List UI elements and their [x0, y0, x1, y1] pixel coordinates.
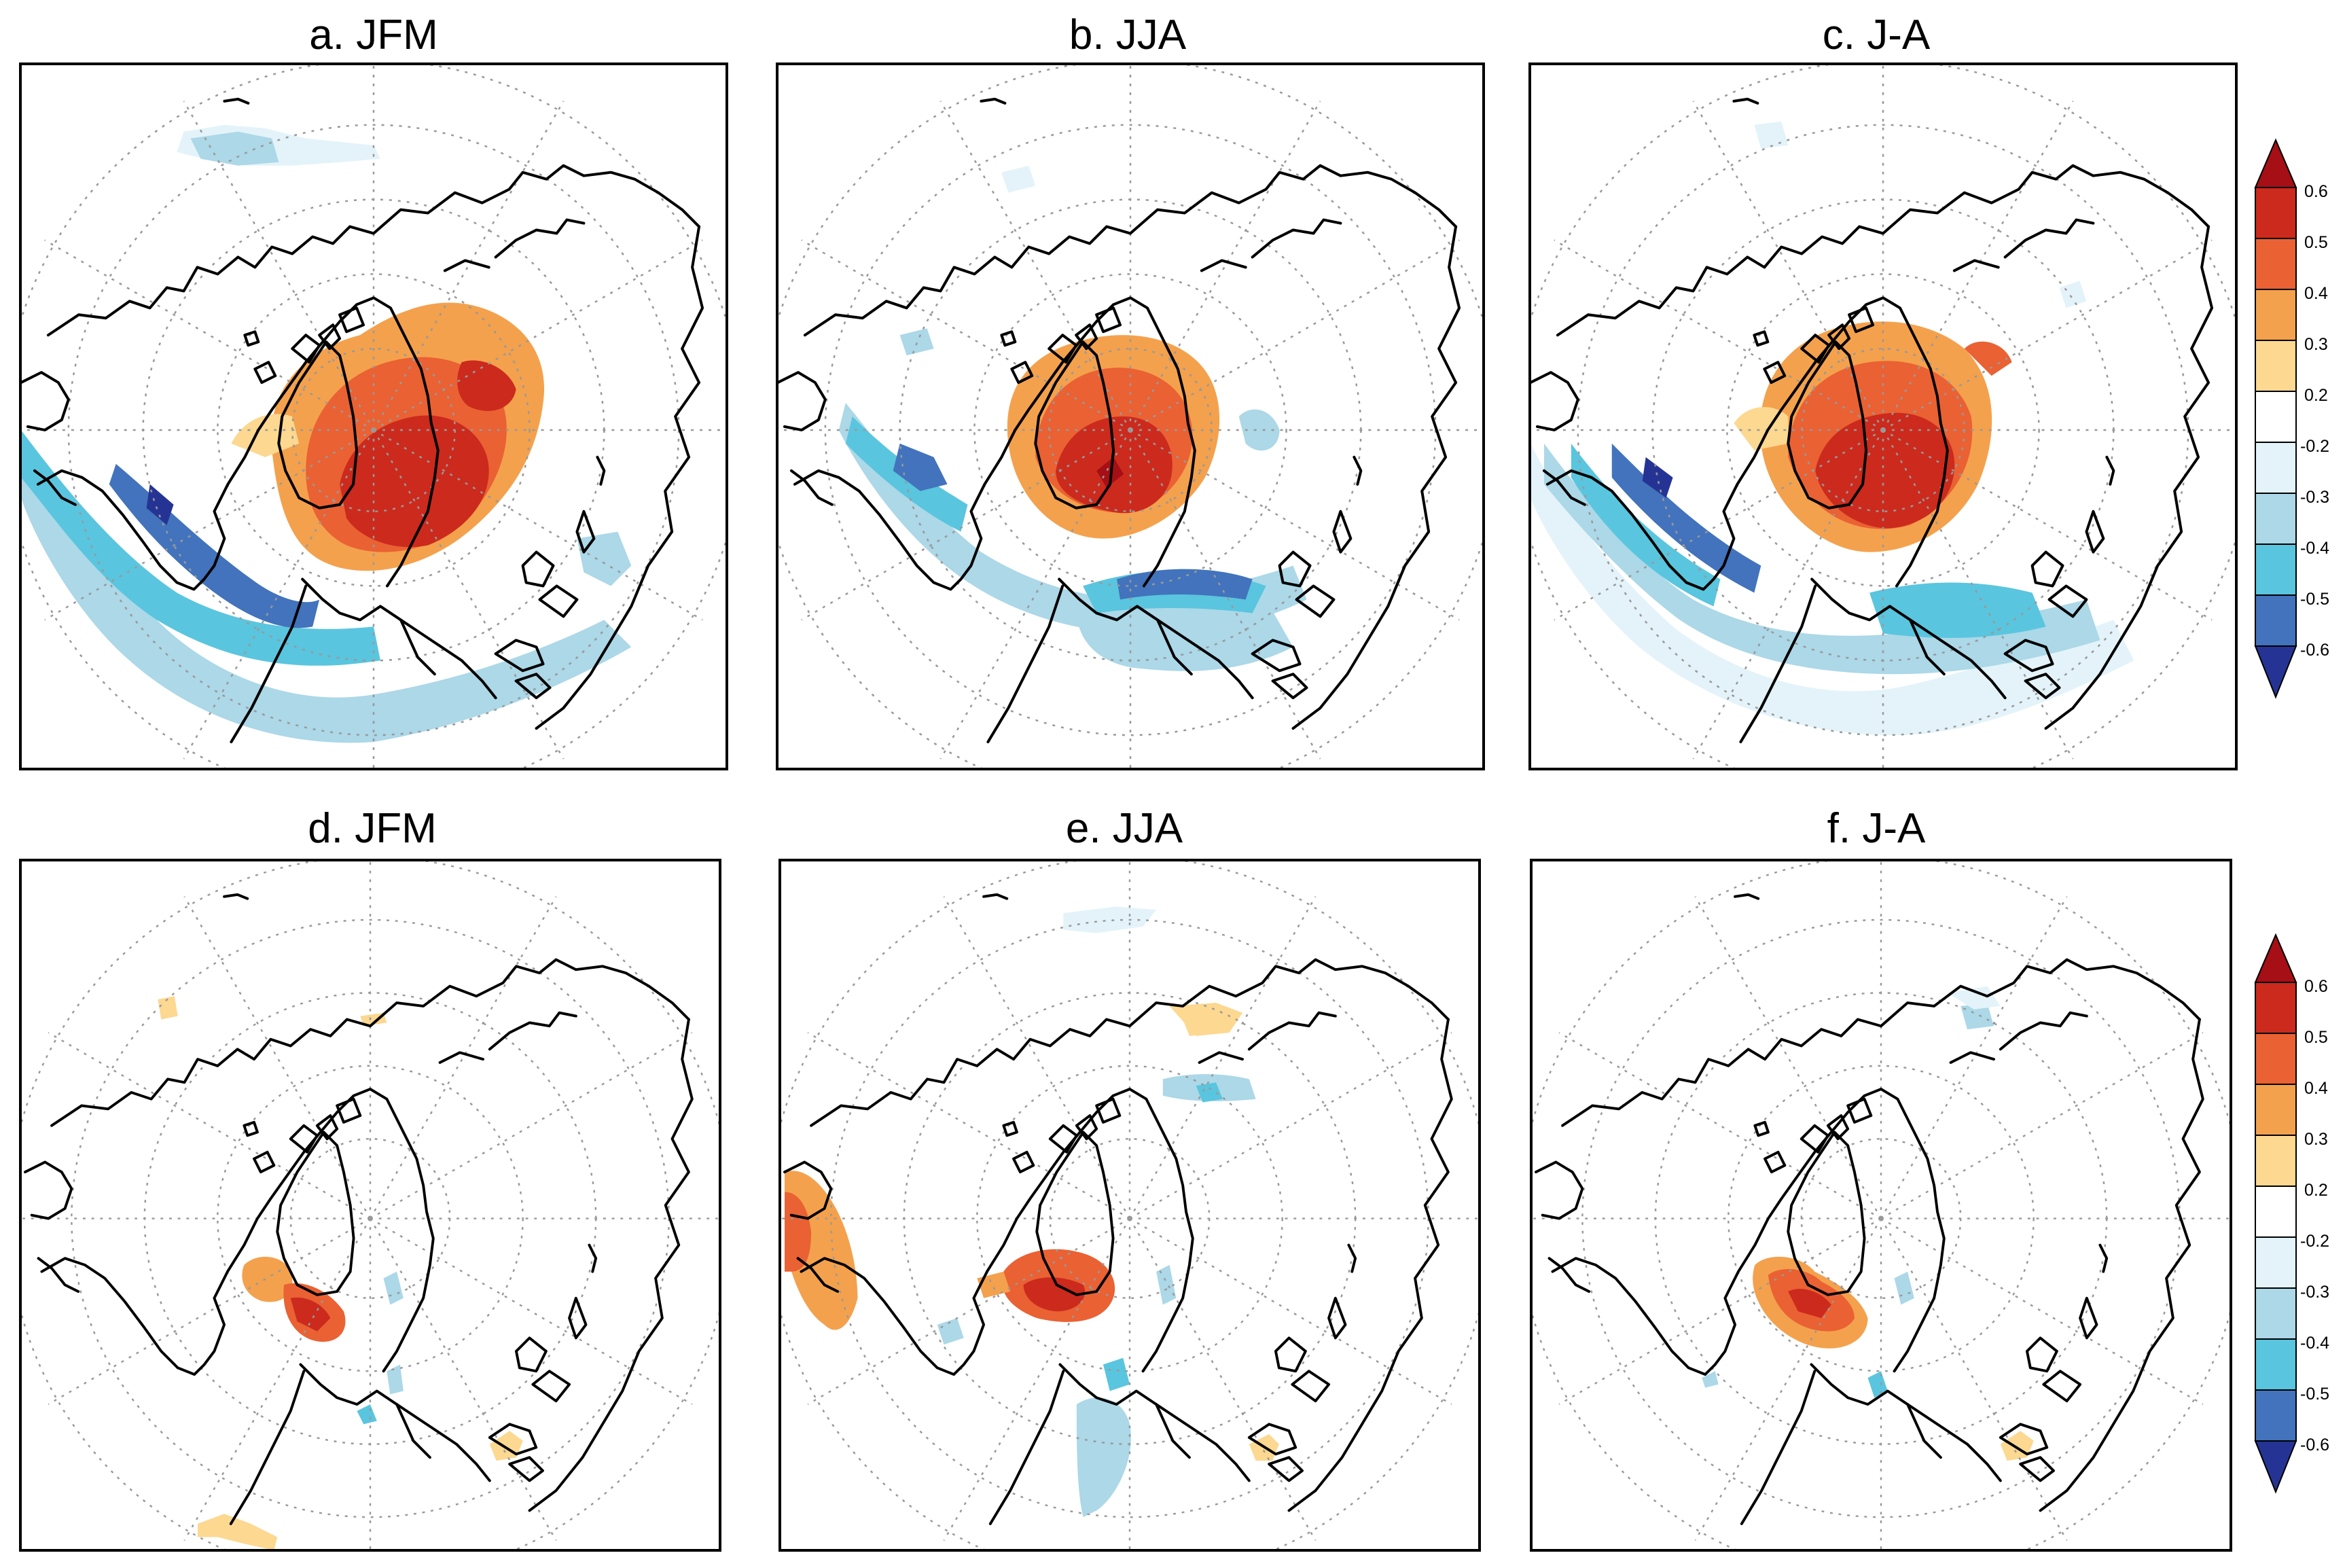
colorbar-bottom-label-8: -0.5 [2300, 1385, 2329, 1404]
colorbar-bottom-label-5: -0.2 [2300, 1232, 2329, 1251]
panel-d-map [20, 860, 720, 1550]
colorbar-top-label-4: 0.2 [2304, 386, 2328, 405]
panel-a: a. JFM [19, 12, 728, 770]
panel-e-title: e. JJA [1066, 805, 1183, 852]
panel-b-frame [776, 63, 1485, 770]
colorbar-bottom-label-7: -0.4 [2300, 1334, 2329, 1353]
colorbar-bottom-label-3: 0.3 [2304, 1130, 2328, 1149]
colorbar-top-label-9: -0.6 [2300, 641, 2329, 660]
panel-b-map [777, 64, 1484, 769]
panel-c-map [1530, 64, 2236, 769]
colorbar-top-label-2: 0.4 [2304, 284, 2328, 303]
colorbar-top-label-8: -0.5 [2300, 590, 2329, 609]
colorbar-bottom-labels: 0.6 0.5 0.4 0.3 0.2 -0.2 -0.3 -0.4 -0.5 … [2300, 977, 2329, 1455]
colorbar-top-swatches [2255, 139, 2297, 698]
panel-e-map [780, 860, 1480, 1550]
colorbar-top-label-1: 0.5 [2304, 233, 2328, 252]
panel-d: d. JFM [19, 805, 721, 1552]
colorbar-bottom-label-1: 0.5 [2304, 1028, 2328, 1047]
panel-f: f. J-A [1530, 805, 2232, 1552]
panel-f-map [1531, 860, 2231, 1550]
colorbar-bottom-label-6: -0.3 [2300, 1283, 2329, 1302]
colorbar-bottom-swatches [2255, 934, 2297, 1493]
panel-b-title: b. JJA [1069, 12, 1187, 58]
colorbar-top-labels: 0.6 0.5 0.4 0.3 0.2 -0.2 -0.3 -0.4 -0.5 … [2300, 182, 2329, 660]
colorbar-top-label-0: 0.6 [2304, 182, 2328, 201]
colorbar-top-label-3: 0.3 [2304, 335, 2328, 354]
panel-a-map [20, 64, 727, 769]
colorbar-bottom-label-9: -0.6 [2300, 1436, 2329, 1455]
colorbar-top-label-5: -0.2 [2300, 437, 2329, 456]
panel-e: e. JJA [778, 805, 1481, 1552]
panel-c-frame [1528, 63, 2238, 770]
panel-f-frame [1530, 859, 2232, 1552]
panel-f-title: f. J-A [1827, 805, 1926, 852]
panel-d-title: d. JFM [308, 805, 436, 852]
panel-c-title: c. J-A [1823, 12, 1931, 58]
panel-c: c. J-A [1528, 12, 2238, 770]
panel-b: b. JJA [776, 12, 1485, 770]
colorbar-top-label-7: -0.4 [2300, 539, 2329, 558]
panel-d-frame [19, 859, 721, 1552]
colorbar-top: 0.6 0.5 0.4 0.3 0.2 -0.2 -0.3 -0.4 -0.5 … [2255, 139, 2329, 698]
panel-a-frame [19, 63, 728, 770]
colorbar-bottom: 0.6 0.5 0.4 0.3 0.2 -0.2 -0.3 -0.4 -0.5 … [2255, 934, 2329, 1493]
panel-e-frame [778, 859, 1481, 1552]
colorbar-bottom-label-0: 0.6 [2304, 977, 2328, 996]
colorbar-bottom-label-4: 0.2 [2304, 1181, 2328, 1200]
panel-a-title: a. JFM [309, 12, 437, 58]
colorbar-bottom-label-2: 0.4 [2304, 1079, 2328, 1098]
colorbar-top-label-6: -0.3 [2300, 488, 2329, 507]
